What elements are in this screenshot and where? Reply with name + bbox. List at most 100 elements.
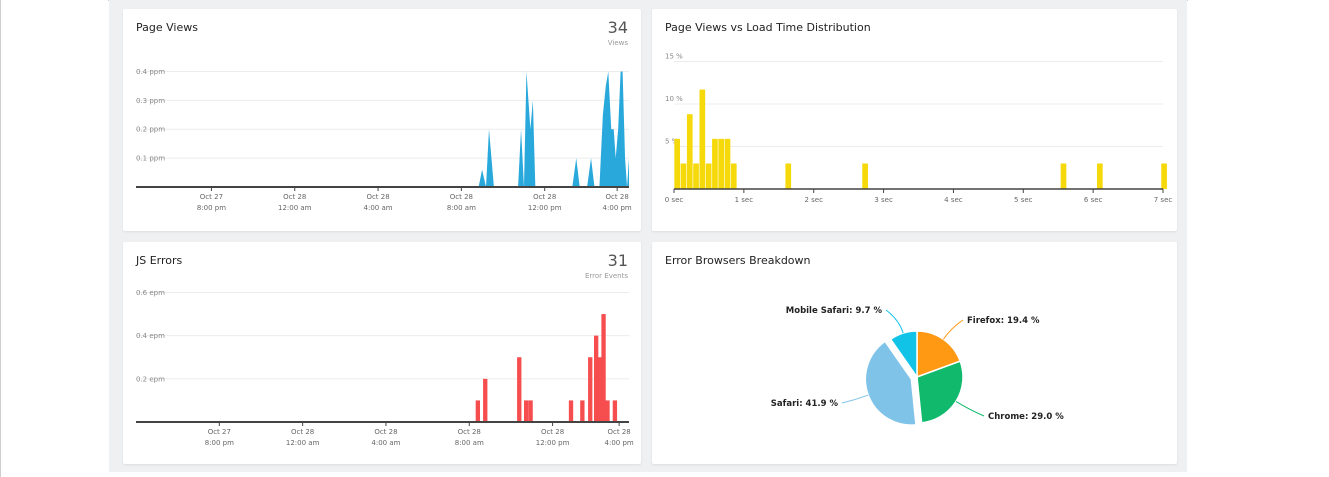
- pie-leader-line: [885, 309, 904, 334]
- js-errors-metric: 31 Error Events: [585, 251, 628, 281]
- js-errors-x-tick-label: 12:00 am: [286, 439, 320, 447]
- window-left-border: [0, 0, 1, 477]
- load-time-card: Page Views vs Load Time Distribution 5 %…: [652, 9, 1177, 231]
- page-views-x-tick-label: 12:00 pm: [528, 204, 562, 212]
- page-views-area-series: [136, 71, 629, 187]
- pie-label-firefox: Firefox: 19.4 %: [967, 316, 1040, 326]
- load-time-x-tick-label: 5 sec: [1014, 196, 1033, 204]
- js-errors-value: 31: [607, 251, 628, 270]
- js-errors-bar: [580, 400, 585, 422]
- js-errors-bar: [528, 400, 533, 422]
- js-errors-x-tick-label: Oct 28: [458, 428, 481, 436]
- js-errors-bar: [588, 357, 593, 422]
- pie-leader-line: [942, 319, 964, 340]
- js-errors-card: JS Errors 31 Error Events 0.2 epm 0.4 epm…: [123, 242, 641, 464]
- js-errors-bar: [605, 400, 610, 422]
- page-views-x-tick-label: Oct 28: [450, 193, 473, 201]
- pie-label-chrome: Chrome: 29.0 %: [988, 412, 1064, 422]
- js-errors-bar: [593, 335, 599, 422]
- page-views-y-tick-label: 0.3 ppm: [136, 97, 165, 105]
- load-time-bar: [785, 163, 792, 189]
- load-time-bar: [674, 138, 681, 189]
- js-errors-x-tick-label: 8:00 pm: [205, 439, 234, 447]
- pie-slice-chrome: [916, 360, 964, 424]
- js-errors-bar: [475, 400, 481, 422]
- load-time-bar: [1096, 163, 1103, 189]
- js-errors-gridlines: [136, 291, 629, 380]
- load-time-x-tick-label: 7 sec: [1154, 196, 1173, 204]
- load-time-y-tick-label: 5 %: [665, 138, 679, 146]
- js-errors-unit: Error Events: [585, 272, 628, 280]
- load-time-bar: [730, 163, 737, 189]
- js-errors-x-tick-label: 4:00 am: [371, 439, 400, 447]
- page-views-x-tick-label: Oct 28: [366, 193, 389, 201]
- page-views-x-tick-label: Oct 28: [533, 193, 556, 201]
- page-views-y-tick-label: 0.4 ppm: [136, 68, 165, 76]
- js-errors-bar: [597, 357, 602, 422]
- pie-leader-line: [841, 394, 869, 404]
- js-errors-bar: [517, 357, 522, 422]
- js-errors-bar: [523, 400, 529, 422]
- page-views-gridlines: [136, 70, 629, 159]
- load-time-bar: [705, 163, 712, 189]
- js-errors-y-tick-label: 0.6 epm: [136, 289, 165, 297]
- js-errors-x-tick-label: Oct 28: [608, 428, 631, 436]
- load-time-bar: [686, 114, 693, 189]
- load-time-bar: [862, 163, 868, 189]
- page-views-x-tick-label: 8:00 pm: [197, 204, 226, 212]
- js-errors-x-tick-label: 4:00 pm: [605, 439, 634, 447]
- load-time-bar: [718, 138, 725, 189]
- js-errors-bar: [612, 400, 618, 422]
- js-errors-chart[interactable]: 0.2 epm 0.4 epm 0.6 epm Oct 27 8:00 pm Oct 28…: [123, 242, 641, 464]
- load-time-x-tick-label: 3 sec: [874, 196, 893, 204]
- js-errors-bar: [483, 378, 488, 422]
- page-views-x-tick-label: Oct 27: [200, 193, 223, 201]
- page-views-card: Page Views 34 Views 0.1 ppm 0.2 ppm 0.3 pp…: [123, 9, 641, 231]
- page-views-chart[interactable]: 0.1 ppm 0.2 ppm 0.3 ppm 0.4 ppm Oct 27 8:00 p…: [123, 9, 641, 231]
- page-views-value: 34: [607, 18, 628, 37]
- browsers-pie-chart[interactable]: Firefox: 19.4 % Chrome: 29.0 % Safari: 41.…: [652, 242, 1177, 464]
- page-views-x-tick-label: 4:00 pm: [603, 204, 632, 212]
- load-time-y-tick-label: 15 %: [665, 53, 683, 61]
- js-errors-x-tick-label: Oct 28: [541, 428, 564, 436]
- js-errors-bar: [601, 314, 606, 422]
- js-errors-x-tick-label: Oct 28: [374, 428, 397, 436]
- load-time-bar: [712, 138, 718, 189]
- page-views-x-tick-label: Oct 28: [283, 193, 306, 201]
- load-time-x-tick-label: 1 sec: [735, 196, 754, 204]
- page-views-y-tick-label: 0.2 ppm: [136, 126, 165, 134]
- load-time-x-tick-label: 2 sec: [804, 196, 823, 204]
- load-time-title: Page Views vs Load Time Distribution: [665, 21, 871, 34]
- page-views-metric: 34 Views: [607, 18, 628, 48]
- js-errors-bar: [568, 400, 574, 422]
- page-views-x-tick-label: 4:00 am: [364, 204, 393, 212]
- load-time-bar: [693, 163, 699, 189]
- js-errors-title: JS Errors: [136, 254, 183, 267]
- load-time-bar: [724, 138, 731, 189]
- browsers-card: Error Browsers Breakdown Firefox: 19.4 %…: [652, 242, 1177, 464]
- page-views-x-tick-label: 8:00 am: [447, 204, 476, 212]
- browsers-title: Error Browsers Breakdown: [665, 254, 811, 267]
- js-errors-x-tick-label: Oct 27: [208, 428, 231, 436]
- load-time-bar: [1060, 163, 1067, 189]
- load-time-bar: [699, 89, 706, 189]
- pie-label-safari: Safari: 41.9 %: [771, 399, 839, 409]
- js-errors-y-tick-label: 0.2 epm: [136, 375, 165, 383]
- page-views-title: Page Views: [136, 21, 198, 34]
- load-time-y-tick-label: 10 %: [665, 95, 683, 103]
- load-time-x-tick-label: 6 sec: [1084, 196, 1103, 204]
- page-views-x-tick-label: Oct 28: [606, 193, 629, 201]
- load-time-bar: [1161, 163, 1167, 189]
- load-time-gridlines: [674, 61, 1163, 147]
- load-time-chart[interactable]: 5 % 10 % 15 % 0 sec 1 sec 2 sec 3 sec 4 sec 5 se…: [652, 9, 1177, 231]
- load-time-x-tick-label: 4 sec: [944, 196, 963, 204]
- dashboard-grid: Page Views 34 Views 0.1 ppm 0.2 ppm 0.3 pp…: [109, 0, 1187, 472]
- pie-slice-mobile_safari: [889, 330, 918, 380]
- pie-leader-line: [955, 400, 985, 417]
- load-time-bar: [680, 163, 687, 189]
- pie-label-mobile_safari: Mobile Safari: 9.7 %: [786, 306, 883, 316]
- load-time-x-tick-label: 0 sec: [665, 196, 684, 204]
- pie-slice-safari: [864, 340, 917, 426]
- js-errors-x-tick-label: Oct 28: [291, 428, 314, 436]
- js-errors-y-tick-label: 0.4 epm: [136, 332, 165, 340]
